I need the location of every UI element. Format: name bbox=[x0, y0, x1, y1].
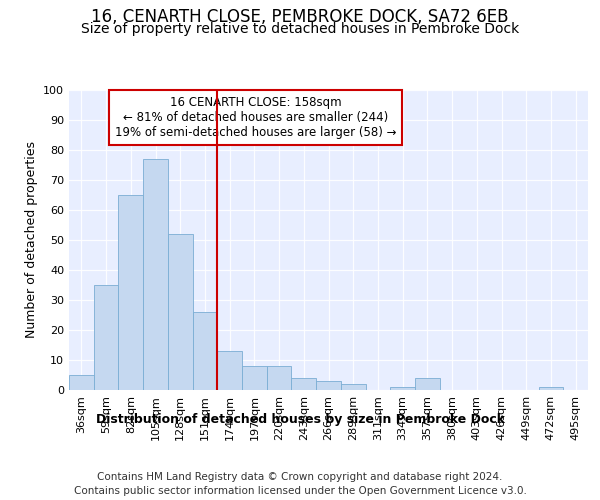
Text: Distribution of detached houses by size in Pembroke Dock: Distribution of detached houses by size … bbox=[95, 412, 505, 426]
Bar bbox=[267, 366, 292, 390]
Y-axis label: Number of detached properties: Number of detached properties bbox=[25, 142, 38, 338]
Bar bbox=[390, 387, 415, 390]
Text: Contains public sector information licensed under the Open Government Licence v3: Contains public sector information licen… bbox=[74, 486, 526, 496]
Bar bbox=[143, 159, 168, 390]
Text: Size of property relative to detached houses in Pembroke Dock: Size of property relative to detached ho… bbox=[81, 22, 519, 36]
Bar bbox=[168, 234, 193, 390]
Text: Contains HM Land Registry data © Crown copyright and database right 2024.: Contains HM Land Registry data © Crown c… bbox=[97, 472, 503, 482]
Bar bbox=[415, 378, 440, 390]
Bar bbox=[69, 375, 94, 390]
Bar bbox=[94, 285, 118, 390]
Bar bbox=[217, 351, 242, 390]
Bar bbox=[118, 195, 143, 390]
Bar bbox=[341, 384, 365, 390]
Bar bbox=[539, 387, 563, 390]
Bar bbox=[316, 381, 341, 390]
Bar bbox=[292, 378, 316, 390]
Bar bbox=[193, 312, 217, 390]
Text: 16 CENARTH CLOSE: 158sqm
← 81% of detached houses are smaller (244)
19% of semi-: 16 CENARTH CLOSE: 158sqm ← 81% of detach… bbox=[115, 96, 397, 139]
Bar bbox=[242, 366, 267, 390]
Text: 16, CENARTH CLOSE, PEMBROKE DOCK, SA72 6EB: 16, CENARTH CLOSE, PEMBROKE DOCK, SA72 6… bbox=[91, 8, 509, 26]
